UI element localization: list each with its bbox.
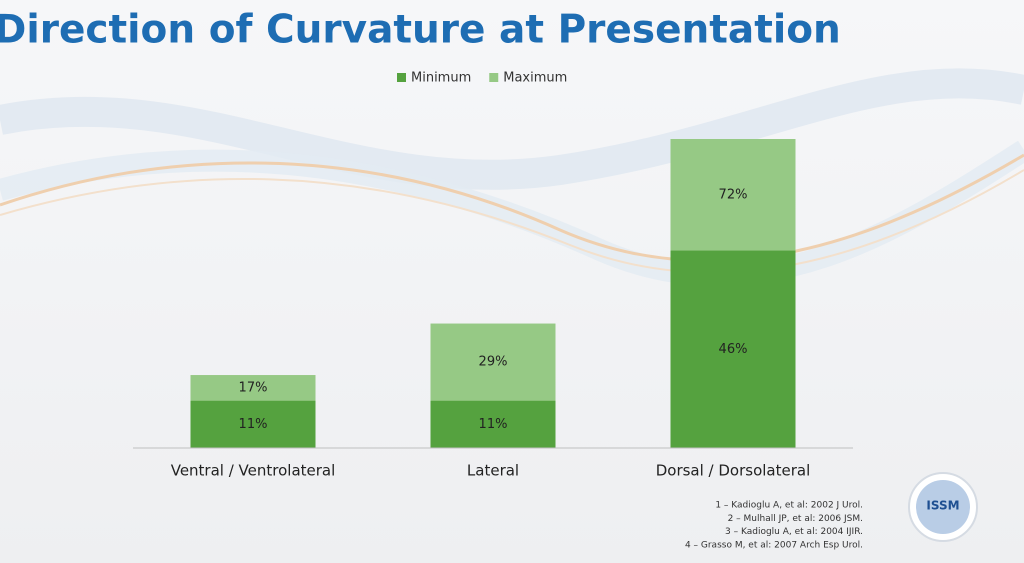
legend-label: Maximum [503,71,567,86]
bar [430,400,556,448]
data-label: 11% [239,417,268,432]
data-label: 46% [719,342,748,357]
decoration [0,68,1024,287]
x-tick-label: Dorsal / Dorsolateral [656,462,811,480]
x-tick-label: Ventral / Ventrolateral [171,462,336,480]
reference: 3 – Kadioglu A, et al: 2004 IJIR. [725,527,863,537]
slide-title: Direction of Curvature at Presentation [0,8,841,53]
logo-text: ISSM [926,499,959,513]
data-label: 11% [479,417,508,432]
reference: 2 – Mulhall JP, et al: 2006 JSM. [728,514,863,524]
chart: Minimum Maximum 11% 17% Ventral / Ventrolate… [133,71,853,480]
references: 1 – Kadioglu A, et al: 2002 J Urol. 2 – M… [685,501,863,551]
reference: 1 – Kadioglu A, et al: 2002 J Urol. [715,501,863,511]
logo: ISSM [908,472,978,542]
reference: 4 – Grasso M, et al: 2007 Arch Esp Urol. [685,540,863,550]
data-label: 29% [479,355,508,370]
data-label: 72% [719,187,748,202]
legend-swatch [397,73,406,82]
data-label: 17% [239,380,268,395]
legend-label: Minimum [411,71,471,86]
bar [190,400,316,448]
legend-swatch [489,73,499,82]
bar [670,250,796,448]
x-tick-label: Lateral [467,462,519,480]
